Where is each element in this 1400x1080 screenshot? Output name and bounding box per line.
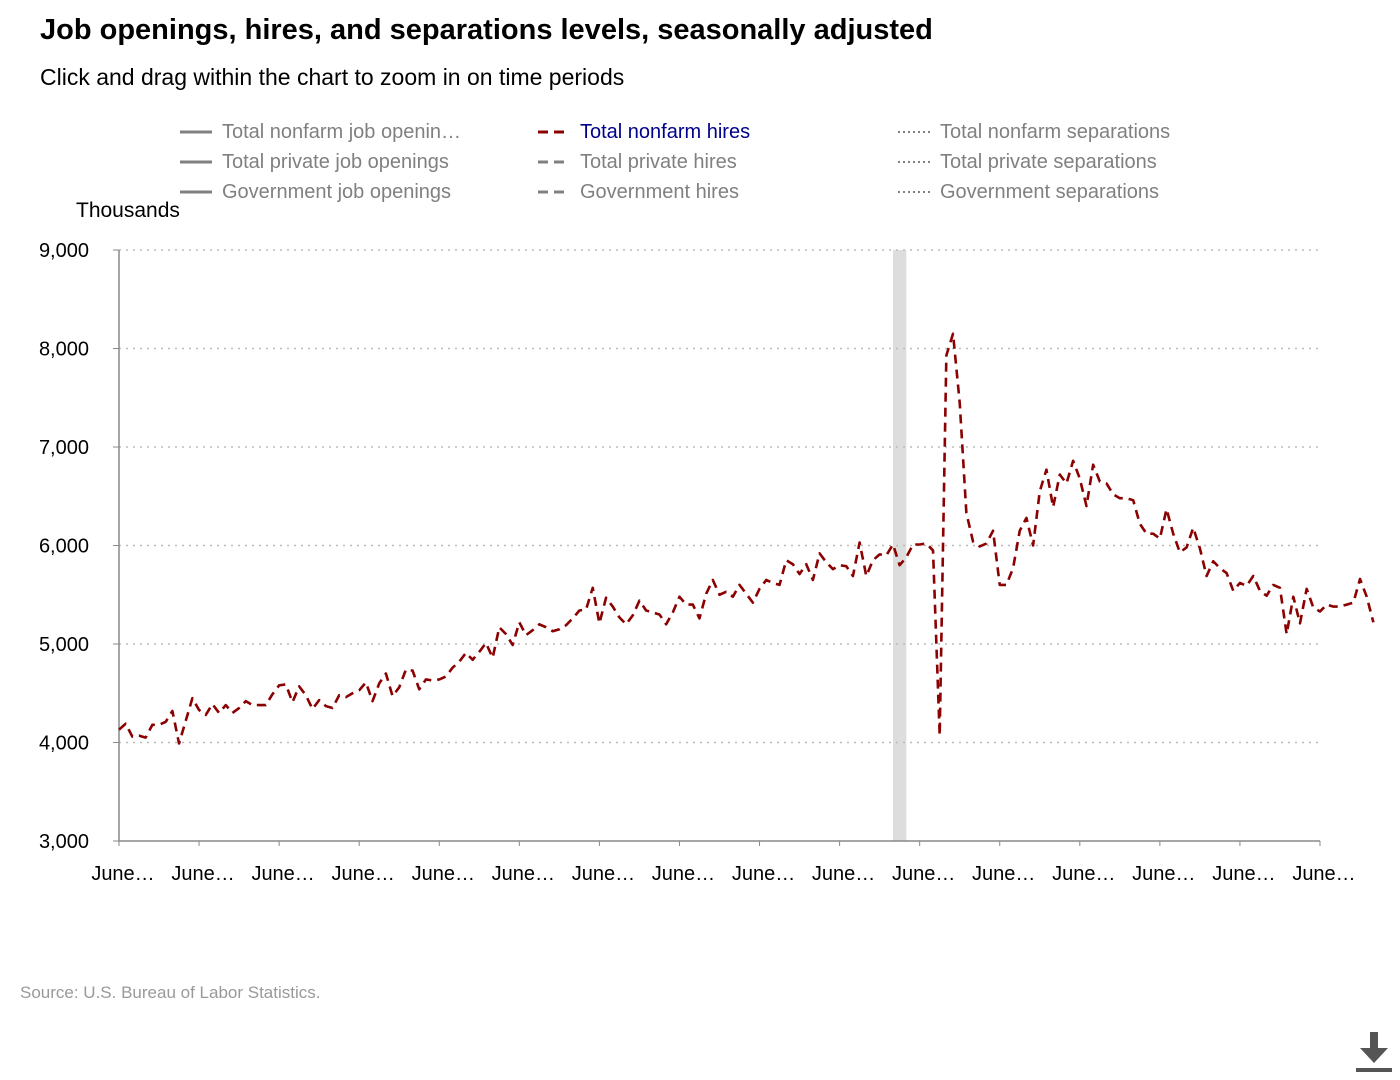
legend-label: Total nonfarm hires	[580, 120, 751, 143]
legend-item[interactable]: Total nonfarm hires	[538, 117, 750, 147]
x-tick-label: June…	[332, 863, 395, 885]
x-tick-label: June…	[652, 863, 715, 885]
legend-swatch	[180, 160, 212, 164]
y-tick-label: 3,000	[39, 831, 89, 853]
y-tick-label: 7,000	[39, 437, 89, 459]
x-tick-label: June…	[572, 863, 635, 885]
x-tick-label: June…	[251, 863, 314, 885]
legend-label: Total private hires	[580, 150, 737, 173]
y-axis-label: Thousands	[76, 199, 180, 222]
legend-label: Total private job openings	[222, 150, 449, 173]
legend-swatch	[898, 191, 930, 193]
line-chart[interactable]: 3,000 4,000 5,000 6,000 7,000 8,000 9,000 June……	[0, 0, 1400, 940]
y-tick-label: 9,000	[39, 240, 89, 262]
y-tick-label: 8,000	[39, 339, 89, 361]
legend-item[interactable]: Total private hires	[538, 147, 737, 177]
legend-label: Total nonfarm separations	[940, 120, 1171, 143]
chart-title: Job openings, hires, and separations lev…	[40, 14, 933, 46]
x-tick-label: June…	[812, 863, 875, 885]
source-note: Source: U.S. Bureau of Labor Statistics.	[20, 983, 321, 1002]
legend-swatch	[180, 190, 212, 194]
x-tick-label: June…	[1212, 863, 1275, 885]
x-tick-label: June…	[1052, 863, 1115, 885]
x-tick-label: June…	[1292, 863, 1355, 885]
legend-item[interactable]: Government separations	[898, 177, 1159, 207]
legend-label: Total nonfarm job openin…	[222, 120, 462, 143]
x-tick-label: June…	[171, 863, 234, 885]
download-icon[interactable]	[1352, 1028, 1396, 1074]
legend-swatch	[538, 190, 570, 194]
y-tick-label: 4,000	[39, 733, 89, 755]
legend-label: Government separations	[940, 180, 1160, 203]
legend-item[interactable]: Total nonfarm separations	[898, 117, 1170, 147]
legend-label: Government hires	[580, 180, 739, 203]
legend-swatch	[898, 161, 930, 163]
legend-label: Total private separations	[940, 150, 1157, 173]
y-tick-label: 5,000	[39, 634, 89, 656]
x-tick-label: June…	[492, 863, 555, 885]
legend-swatch	[180, 130, 212, 134]
legend-item[interactable]: Total private separations	[898, 147, 1157, 177]
legend-swatch	[898, 131, 930, 133]
legend-label: Government job openings	[222, 180, 452, 203]
legend-item[interactable]: Total private job openings	[180, 147, 449, 177]
x-tick-label: June…	[732, 863, 795, 885]
legend-item[interactable]: Total nonfarm job openin…	[180, 117, 461, 147]
legend-swatch	[538, 160, 570, 164]
x-tick-label: June…	[892, 863, 955, 885]
legend-swatch	[538, 130, 570, 134]
x-tick-label: June…	[412, 863, 475, 885]
x-tick-label: June…	[1132, 863, 1195, 885]
x-tick-label: June…	[91, 863, 154, 885]
series-line	[118, 332, 1375, 745]
legend-item[interactable]: Government job openings	[180, 177, 451, 207]
legend-item[interactable]: Government hires	[538, 177, 739, 207]
x-tick-label: June…	[972, 863, 1035, 885]
chart-subtitle: Click and drag within the chart to zoom …	[40, 64, 625, 90]
y-tick-label: 6,000	[39, 536, 89, 558]
recession-band	[892, 250, 907, 841]
